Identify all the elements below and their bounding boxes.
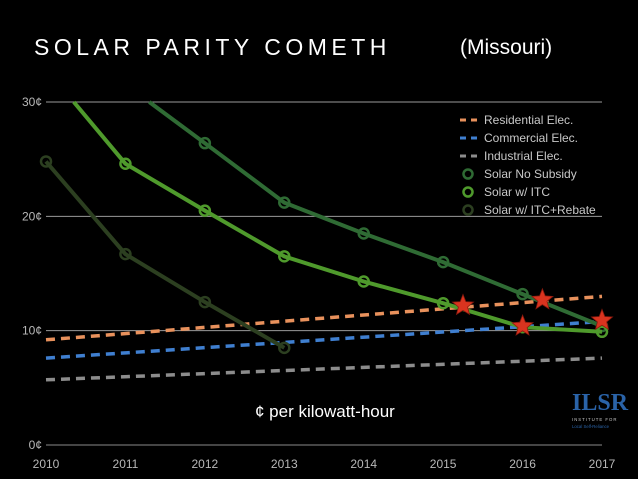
data-point <box>119 157 132 170</box>
data-point <box>436 255 450 269</box>
data-point <box>198 295 212 309</box>
data-point <box>595 325 609 339</box>
data-point <box>278 196 291 209</box>
chart-subtitle: (Missouri) <box>460 36 553 59</box>
parity-star <box>511 314 535 336</box>
logo-line-1: INSTITUTE FOR <box>572 417 617 422</box>
legend-label: Solar No Subsidy <box>484 167 577 181</box>
parity-star <box>530 287 554 310</box>
data-point <box>278 250 291 263</box>
data-point <box>119 247 132 261</box>
legend-swatch <box>462 168 474 180</box>
series-line-1 <box>45 319 603 360</box>
legend-swatch <box>462 204 474 216</box>
logo-text: ILSR <box>572 390 629 416</box>
data-point <box>516 287 529 301</box>
unit-note: ¢ per kilowatt-hour <box>255 402 395 421</box>
data-point <box>39 155 53 168</box>
data-point <box>357 275 370 288</box>
y-tick-label: 0¢ <box>29 438 42 452</box>
legend-label: Commercial Elec. <box>484 131 578 145</box>
chart-title: SOLAR PARITY COMETH <box>34 34 391 60</box>
logo-line-2: Local Self-Reliance <box>572 424 610 429</box>
x-tick-label: 2010 <box>33 457 60 471</box>
legend-swatch <box>462 186 474 198</box>
x-tick-label: 2011 <box>113 457 139 471</box>
data-point <box>278 341 291 355</box>
legend-label: Industrial Elec. <box>484 149 563 163</box>
x-tick-label: 2017 <box>589 457 616 471</box>
x-tick-label: 2014 <box>350 457 377 471</box>
data-point <box>198 136 212 150</box>
parity-star <box>590 308 614 331</box>
legend-label: Residential Elec. <box>484 113 573 127</box>
parity-star <box>451 293 475 316</box>
y-tick-label: 30¢ <box>22 95 42 109</box>
series-line-3 <box>148 100 603 328</box>
series-line-2 <box>45 356 603 382</box>
y-tick-label: 20¢ <box>22 209 42 223</box>
x-tick-label: 2012 <box>192 457 219 471</box>
series-line-0 <box>45 294 603 342</box>
x-tick-label: 2015 <box>430 457 457 471</box>
ilsr-logo: ILSR INSTITUTE FOR Local Self-Reliance <box>572 390 629 429</box>
series-line-5 <box>44 160 286 350</box>
y-tick-label: 10¢ <box>22 324 42 338</box>
data-point <box>198 204 212 217</box>
x-tick-label: 2016 <box>509 457 536 471</box>
data-point <box>436 296 450 310</box>
x-tick-label: 2013 <box>271 457 298 471</box>
data-point <box>357 227 370 240</box>
legend-label: Solar w/ ITC+Rebate <box>484 203 596 217</box>
legend-label: Solar w/ ITC <box>484 185 550 199</box>
series-line-4 <box>72 100 603 334</box>
